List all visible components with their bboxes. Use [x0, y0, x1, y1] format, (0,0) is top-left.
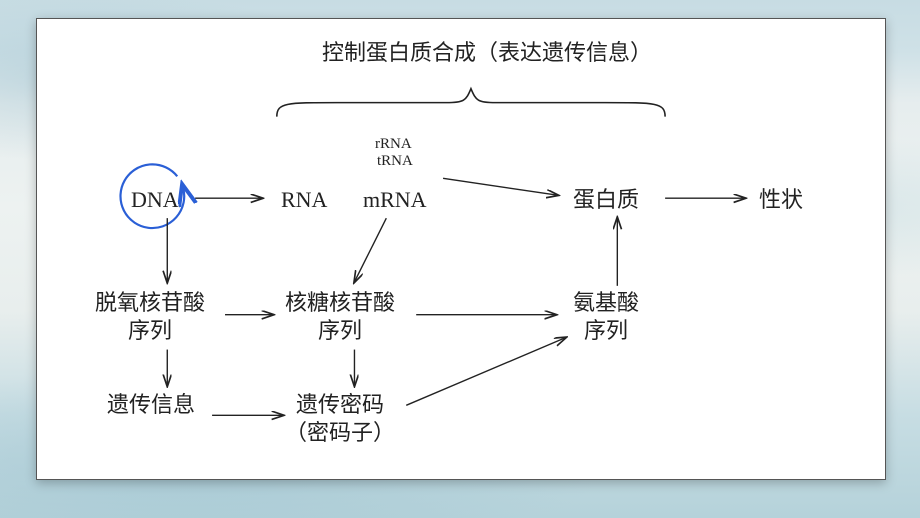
- node-aa-line2: 序列: [584, 318, 628, 343]
- node-dna: DNA: [131, 186, 179, 214]
- node-code-line2: （密码子）: [285, 420, 395, 445]
- node-rrna: rRNA: [375, 135, 412, 153]
- diagram-stage: 控制蛋白质合成（表达遗传信息） DNA RNA rRNA tRNA mRNA 蛋…: [37, 19, 885, 479]
- node-mrna: mRNA: [363, 186, 427, 214]
- node-ribo-line1: 核糖核苷酸: [285, 290, 395, 315]
- node-deoxy-seq: 脱氧核苷酸 序列: [95, 289, 205, 344]
- node-protein: 蛋白质: [573, 186, 639, 214]
- node-aa-line1: 氨基酸: [573, 290, 639, 315]
- node-genetic-code: 遗传密码 （密码子）: [285, 391, 395, 446]
- node-deoxy-line1: 脱氧核苷酸: [95, 290, 205, 315]
- node-trna: tRNA: [377, 152, 413, 170]
- node-deoxy-line2: 序列: [128, 318, 172, 343]
- node-aa-seq: 氨基酸 序列: [573, 289, 639, 344]
- node-trait: 性状: [759, 186, 803, 214]
- title-text: 控制蛋白质合成（表达遗传信息）: [287, 39, 687, 67]
- edge-code-aaseq: [406, 338, 565, 406]
- node-ribo-line2: 序列: [318, 318, 362, 343]
- diagram-card: 控制蛋白质合成（表达遗传信息） DNA RNA rRNA tRNA mRNA 蛋…: [36, 18, 886, 480]
- node-ribo-seq: 核糖核苷酸 序列: [285, 289, 395, 344]
- brace-path: [277, 89, 665, 117]
- node-heredity-info: 遗传信息: [107, 391, 195, 419]
- node-rna: RNA: [281, 186, 327, 214]
- edge-mrna-riboseq: [354, 218, 386, 282]
- node-code-line1: 遗传密码: [296, 392, 384, 417]
- edges-group: [167, 178, 744, 415]
- edge-mrna-protein: [443, 178, 558, 195]
